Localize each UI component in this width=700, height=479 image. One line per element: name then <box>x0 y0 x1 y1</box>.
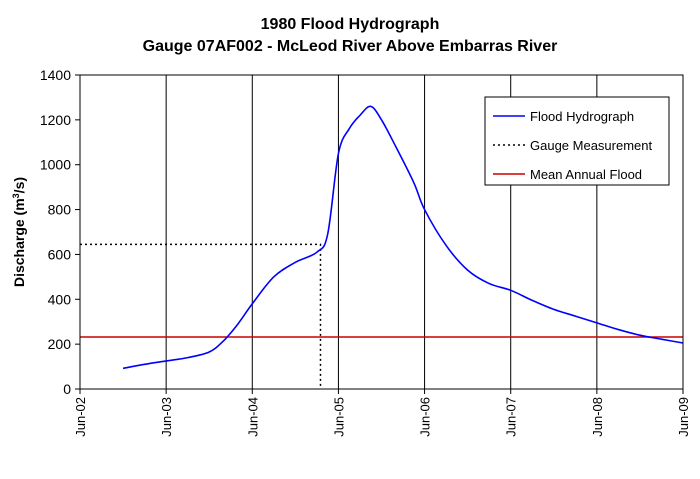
plot-frame <box>79 74 684 390</box>
x-tick-label: Jun-08 <box>590 397 605 437</box>
x-tick-label: Jun-03 <box>159 397 174 437</box>
y-axis-label-sup: 3 <box>11 193 21 198</box>
y-tick-label: 400 <box>48 291 72 307</box>
flood-hydrograph-line <box>122 105 684 370</box>
x-tick-label: Jun-06 <box>418 397 433 437</box>
legend: Flood Hydrograph Gauge Measurement Mean An… <box>484 96 670 186</box>
legend-label: Mean Annual Flood <box>530 167 642 182</box>
y-tick-label: 1200 <box>40 112 71 128</box>
y-tick-label: 0 <box>63 381 71 397</box>
chart-subtitle: Gauge 07AF002 - McLeod River Above Embar… <box>142 38 558 55</box>
x-tick-label: Jun-07 <box>504 397 519 437</box>
y-tick-label: 200 <box>48 336 72 352</box>
series-layer <box>80 105 684 389</box>
x-tick-label: Jun-02 <box>73 397 88 437</box>
y-tick-label: 600 <box>48 246 72 262</box>
y-axis-label-main: Discharge (m <box>11 198 27 287</box>
legend-label: Gauge Measurement <box>530 138 653 153</box>
legend-box <box>484 96 670 186</box>
axes: Jun-02 Jun-03 Jun-04 Jun-05 Jun-06 Jun-07 Jun-… <box>40 67 691 437</box>
x-tick-label: Jun-04 <box>245 397 260 437</box>
y-tick-label: 800 <box>48 202 72 218</box>
x-tick-label: Jun-09 <box>676 397 691 437</box>
chart-title: 1980 Flood Hydrograph <box>260 16 440 33</box>
y-tick-label: 1400 <box>40 67 71 83</box>
y-axis-label-end: /s) <box>11 177 27 193</box>
x-tick-label: Jun-05 <box>331 397 346 437</box>
legend-label: Flood Hydrograph <box>530 109 634 124</box>
y-tick-label: 1000 <box>40 157 71 173</box>
gauge-measurement-line <box>80 243 322 389</box>
y-axis-label: Discharge (m3/s) <box>11 177 27 287</box>
